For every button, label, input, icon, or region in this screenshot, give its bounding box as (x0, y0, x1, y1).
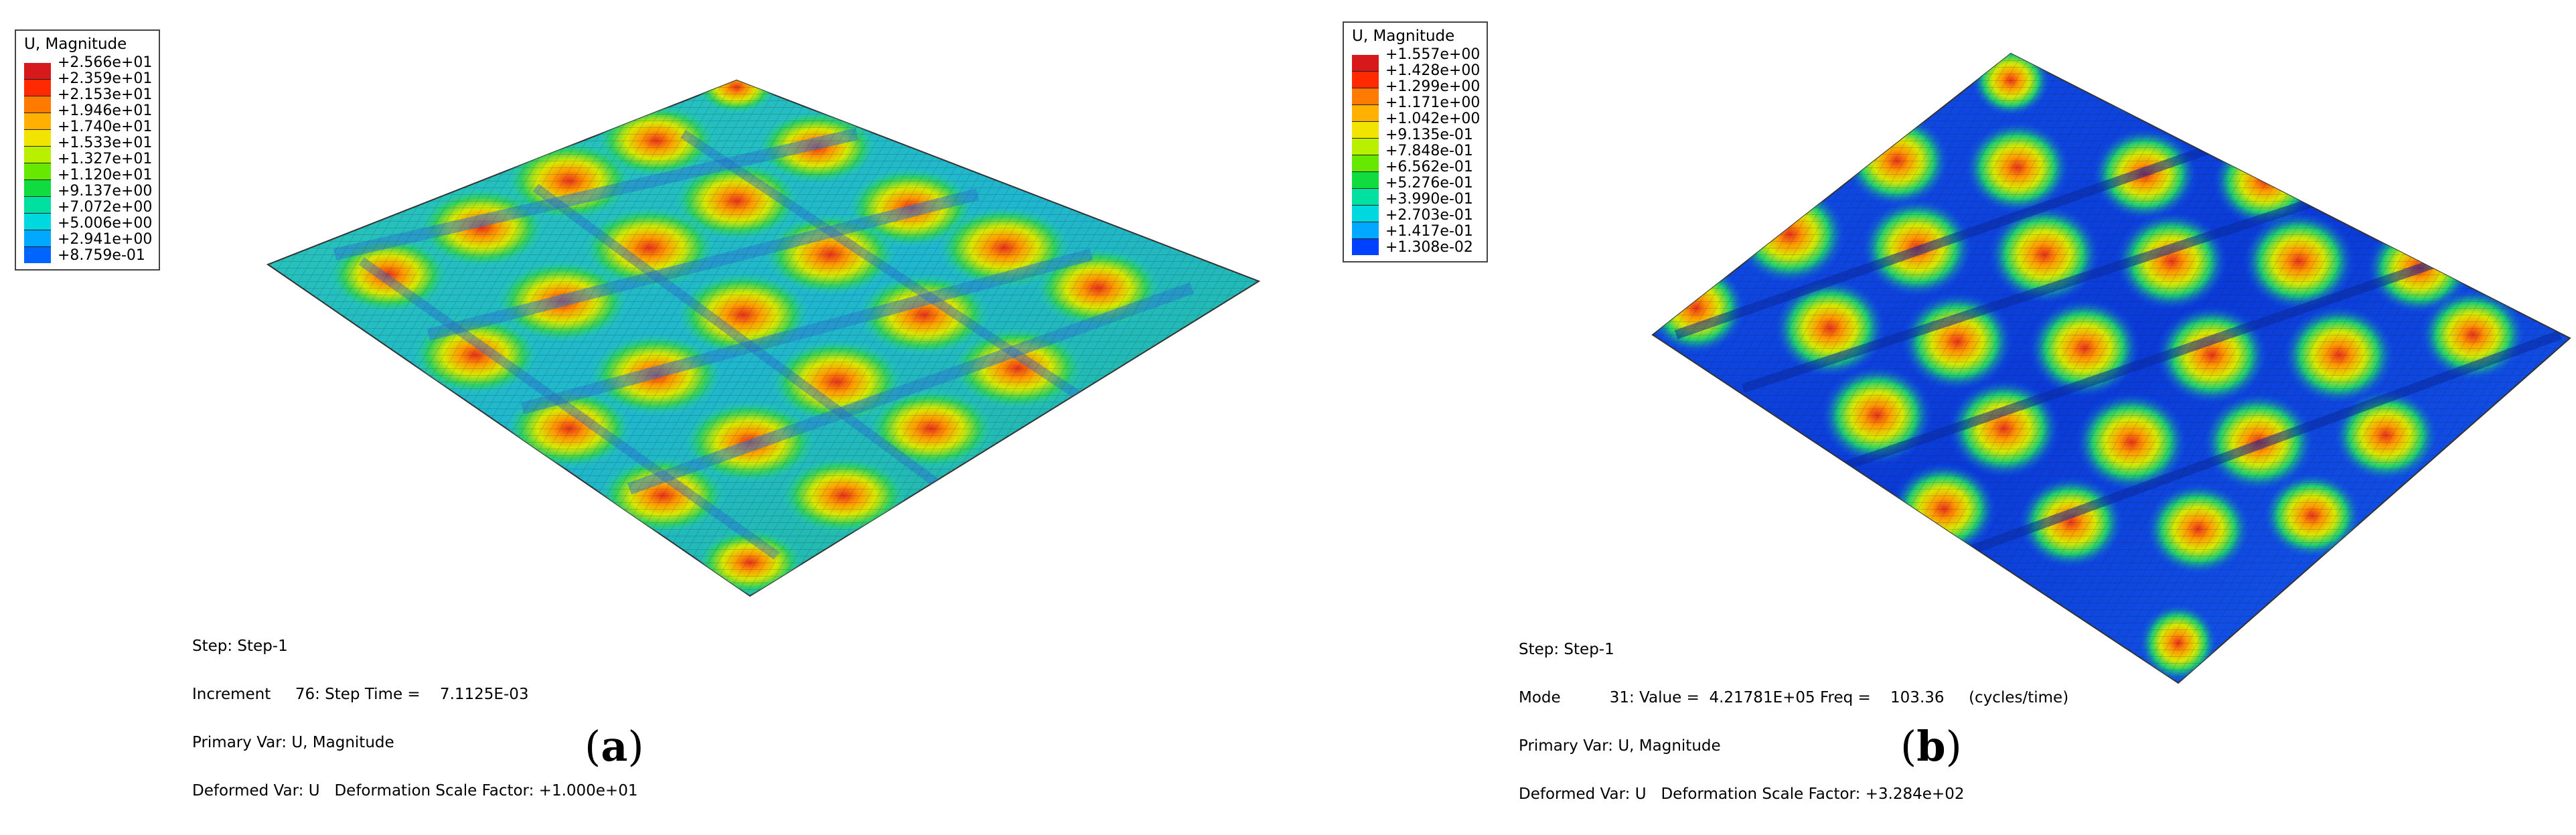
figure-caption-b: (b) (1900, 723, 1962, 770)
legend-value: +1.171e+00 (1385, 94, 1481, 111)
legend-value: +3.990e-01 (1385, 191, 1473, 208)
legend-value: +1.428e+00 (1385, 62, 1481, 79)
increment-line: Increment 76: Step Time = 7.1125E-03 (192, 686, 529, 703)
legend-value: +1.299e+00 (1385, 78, 1481, 95)
legend-swatch (1352, 55, 1379, 71)
deformed-var-line: Deformed Var: U Deformation Scale Factor… (192, 782, 638, 800)
legend-values: +2.566e+01 +2.359e+01 +2.153e+01 +1.946e… (58, 55, 152, 264)
caption-close-paren: ) (1945, 722, 1962, 771)
legend-value: +2.566e+01 (58, 54, 153, 71)
legend-swatch (24, 196, 51, 213)
panel-b: U, Magnitude +1.557e+00 +1.428e+00 +1.29… (1288, 0, 2576, 802)
legend-swatch (24, 79, 51, 96)
legend-swatch (1352, 138, 1379, 155)
legend-swatch (1352, 205, 1379, 222)
contour-legend: U, Magnitude +2.566e+01 +2.359e+01 +2.15… (15, 29, 161, 271)
legend-swatch (1352, 238, 1379, 255)
legend-swatch (1352, 71, 1379, 88)
legend-value: +1.533e+01 (58, 135, 153, 151)
legend-swatch (24, 163, 51, 179)
legend-swatch (1352, 121, 1379, 138)
legend-swatch (24, 112, 51, 129)
legend-swatch (1352, 188, 1379, 205)
legend-swatch (1352, 222, 1379, 238)
step-line: Step: Step-1 (1519, 641, 1614, 658)
caption-open-paren: ( (585, 722, 601, 771)
legend-values: +1.557e+00 +1.428e+00 +1.299e+00 +1.171e… (1385, 47, 1480, 256)
legend-value: +1.120e+01 (58, 167, 153, 183)
legend-value: +7.848e-01 (1385, 143, 1473, 159)
legend-swatch (24, 96, 51, 112)
primary-var-line: Primary Var: U, Magnitude (192, 734, 394, 751)
legend-value: +8.759e-01 (58, 247, 145, 264)
legend-value: +5.276e-01 (1385, 175, 1473, 192)
legend-value: +2.359e+01 (58, 70, 153, 87)
legend-value: +9.137e+00 (58, 183, 153, 200)
legend-swatch (24, 213, 51, 230)
legend-swatch (1352, 155, 1379, 171)
legend-value: +2.703e-01 (1385, 207, 1473, 224)
mode-shape-surface (1651, 52, 2571, 684)
legend-title: U, Magnitude (1352, 27, 1455, 45)
deformed-plate-surface (266, 79, 1261, 597)
legend-swatch (24, 230, 51, 246)
legend-swatch (1352, 171, 1379, 188)
legend-value: +1.042e+00 (1385, 110, 1481, 127)
figure-caption-a: (a) (585, 723, 644, 770)
legend-value: +2.941e+00 (58, 231, 153, 248)
step-line: Step: Step-1 (192, 637, 288, 655)
legend-value: +6.562e-01 (1385, 159, 1473, 175)
contour-legend: U, Magnitude +1.557e+00 +1.428e+00 +1.29… (1343, 21, 1489, 262)
legend-swatch (1352, 88, 1379, 104)
caption-open-paren: ( (1900, 722, 1917, 771)
legend-swatch (24, 146, 51, 163)
legend-title: U, Magnitude (24, 35, 127, 53)
legend-value: +5.006e+00 (58, 215, 153, 232)
legend-swatch (24, 129, 51, 146)
legend-value: +1.740e+01 (58, 119, 153, 135)
legend-value: +1.417e-01 (1385, 223, 1473, 240)
mode-line: Mode 31: Value = 4.21781E+05 Freq = 103.… (1519, 689, 2069, 706)
caption-letter: a (601, 722, 628, 771)
step-info: Step: Step-1 Mode 31: Value = 4.21781E+0… (1519, 609, 2068, 834)
step-info: Step: Step-1 Increment 76: Step Time = 7… (192, 606, 637, 831)
legend-swatch (1352, 104, 1379, 121)
legend-value: +1.557e+00 (1385, 46, 1481, 63)
panel-a: U, Magnitude +2.566e+01 +2.359e+01 +2.15… (0, 0, 1288, 799)
legend-value: +2.153e+01 (58, 86, 153, 103)
legend-swatches (24, 63, 51, 264)
legend-value: +1.946e+01 (58, 102, 153, 119)
primary-var-line: Primary Var: U, Magnitude (1519, 737, 1721, 755)
legend-value: +1.308e-02 (1385, 239, 1473, 256)
legend-swatches (1352, 55, 1379, 256)
caption-letter: b (1916, 722, 1946, 771)
legend-swatch (24, 63, 51, 79)
legend-value: +7.072e+00 (58, 199, 153, 216)
legend-value: +9.135e-01 (1385, 127, 1473, 143)
deformed-var-line: Deformed Var: U Deformation Scale Factor… (1519, 785, 1965, 803)
legend-value: +1.327e+01 (58, 151, 153, 167)
caption-close-paren: ) (627, 722, 644, 771)
legend-swatch (24, 179, 51, 196)
legend-swatch (24, 246, 51, 263)
